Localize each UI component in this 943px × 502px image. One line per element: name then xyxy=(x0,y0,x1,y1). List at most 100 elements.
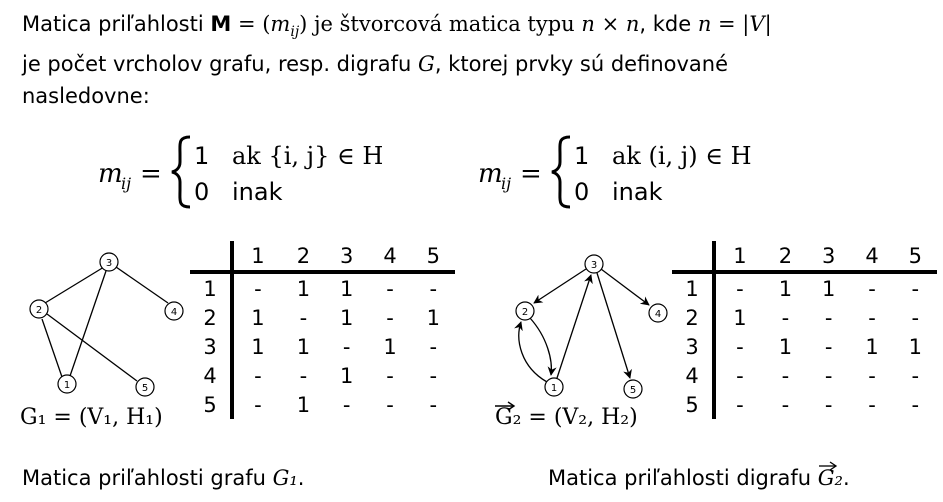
math-var: n xyxy=(698,12,712,36)
matrix-row: 21---- xyxy=(672,303,937,332)
cell: - xyxy=(894,303,937,332)
cell: - xyxy=(894,272,937,303)
node-4-label: 4 xyxy=(655,309,661,320)
arc-3-2 xyxy=(534,269,586,303)
formula-lhs: m xyxy=(478,159,503,189)
cell: 1 xyxy=(282,390,325,419)
caption-symbol: G₁ xyxy=(273,466,298,490)
row-header: 1 xyxy=(190,272,232,303)
cell: - xyxy=(850,303,893,332)
node-5-label: 5 xyxy=(142,383,148,394)
col-header: 1 xyxy=(714,241,764,272)
cell: 1 xyxy=(764,272,807,303)
col-header: 4 xyxy=(368,241,411,272)
matrix-row: 1-11-- xyxy=(672,272,937,303)
graph-g2: 3 2 4 1 5 xyxy=(495,245,680,405)
arc-3-4 xyxy=(601,269,649,305)
math-var: m xyxy=(270,12,290,36)
math-sub: ij xyxy=(290,24,299,40)
formula-equals: = xyxy=(520,159,542,189)
col-header: 5 xyxy=(894,241,937,272)
case2-value: 0 xyxy=(194,178,209,206)
cell: - xyxy=(232,390,282,419)
arc-1-2 xyxy=(519,322,547,382)
cell: 1 xyxy=(807,272,850,303)
cell: 1 xyxy=(714,303,764,332)
math-var: G xyxy=(418,52,435,76)
cell: - xyxy=(412,272,455,303)
intro-line-2: je počet vrcholov grafu, resp. digrafu G… xyxy=(22,48,922,80)
math-var: V xyxy=(749,12,764,36)
node-5-label: 5 xyxy=(630,385,636,396)
adjacency-matrix-g2: 1 2 3 4 5 1-11-- 21---- 3-1-11 4----- 5-… xyxy=(672,241,937,419)
matrix-row: 4----- xyxy=(672,361,937,390)
math-op: = | xyxy=(711,12,749,36)
graph-g2-label-text: G₂ = (V₂, H₂) xyxy=(495,405,638,430)
cell: - xyxy=(714,272,764,303)
col-header: 3 xyxy=(807,241,850,272)
cell: - xyxy=(850,361,893,390)
math-op: | xyxy=(765,12,772,36)
formula-undirected: m ij = 1 ak {i, j} ∈ H 0 inak xyxy=(98,132,418,216)
cell: 1 xyxy=(368,332,411,361)
arc-3-5 xyxy=(597,273,630,378)
cell: 1 xyxy=(412,303,455,332)
col-header: 1 xyxy=(232,241,282,272)
row-header: 2 xyxy=(190,303,232,332)
node-3-label: 3 xyxy=(591,260,597,271)
cell: - xyxy=(714,361,764,390)
matrix-row: 5-1--- xyxy=(190,390,455,419)
formula-sub: ij xyxy=(501,174,511,193)
caption-right: Matica priľahlosti digrafu G₂. xyxy=(548,466,850,490)
cell: 1 xyxy=(894,332,937,361)
intro-text: ) je štvorcová matica typu xyxy=(299,12,581,36)
intro-text: je počet vrcholov grafu, resp. digrafu xyxy=(22,52,418,76)
cell: - xyxy=(764,390,807,419)
row-header: 5 xyxy=(190,390,232,419)
math-op: × xyxy=(595,12,626,36)
row-header: 5 xyxy=(672,390,714,419)
cell: 1 xyxy=(232,303,282,332)
cell: - xyxy=(894,390,937,419)
matrix-corner xyxy=(190,241,232,272)
formula-directed-svg: m ij = 1 ak (i, j) ∈ H 0 inak xyxy=(478,132,798,212)
cell: - xyxy=(412,361,455,390)
caption-left: Matica priľahlosti grafu G₁. xyxy=(22,466,304,490)
col-header: 3 xyxy=(325,241,368,272)
cell: - xyxy=(807,361,850,390)
case2-value: 0 xyxy=(574,178,589,206)
row-header: 4 xyxy=(672,361,714,390)
cell: - xyxy=(850,272,893,303)
row-header: 3 xyxy=(672,332,714,361)
formula-equals: = xyxy=(140,159,162,189)
cell: - xyxy=(368,272,411,303)
caption-text: Matica priľahlosti grafu xyxy=(22,466,273,490)
col-header: 2 xyxy=(764,241,807,272)
matrix-symbol: M xyxy=(210,12,231,36)
cell: - xyxy=(368,390,411,419)
cell: - xyxy=(232,272,282,303)
cell: - xyxy=(412,332,455,361)
col-header: 2 xyxy=(282,241,325,272)
intro-text: nasledovne: xyxy=(22,84,150,108)
intro-text: , ktorej prvky sú definované xyxy=(435,52,728,76)
cell: - xyxy=(282,361,325,390)
row-header: 4 xyxy=(190,361,232,390)
cell: 1 xyxy=(232,332,282,361)
case2-condition: inak xyxy=(232,178,283,206)
caption-period: . xyxy=(843,466,850,490)
intro-text: Matica priľahlosti xyxy=(22,12,210,36)
graph-g2-label: G₂ = (V₂, H₂) xyxy=(495,405,638,430)
cell: - xyxy=(412,390,455,419)
edge-2-1 xyxy=(42,319,62,377)
cell: 1 xyxy=(764,332,807,361)
edge-3-1 xyxy=(70,271,106,376)
node-2-label: 2 xyxy=(522,307,528,318)
cell: 1 xyxy=(850,332,893,361)
cell: - xyxy=(282,303,325,332)
caption-period: . xyxy=(298,466,305,490)
